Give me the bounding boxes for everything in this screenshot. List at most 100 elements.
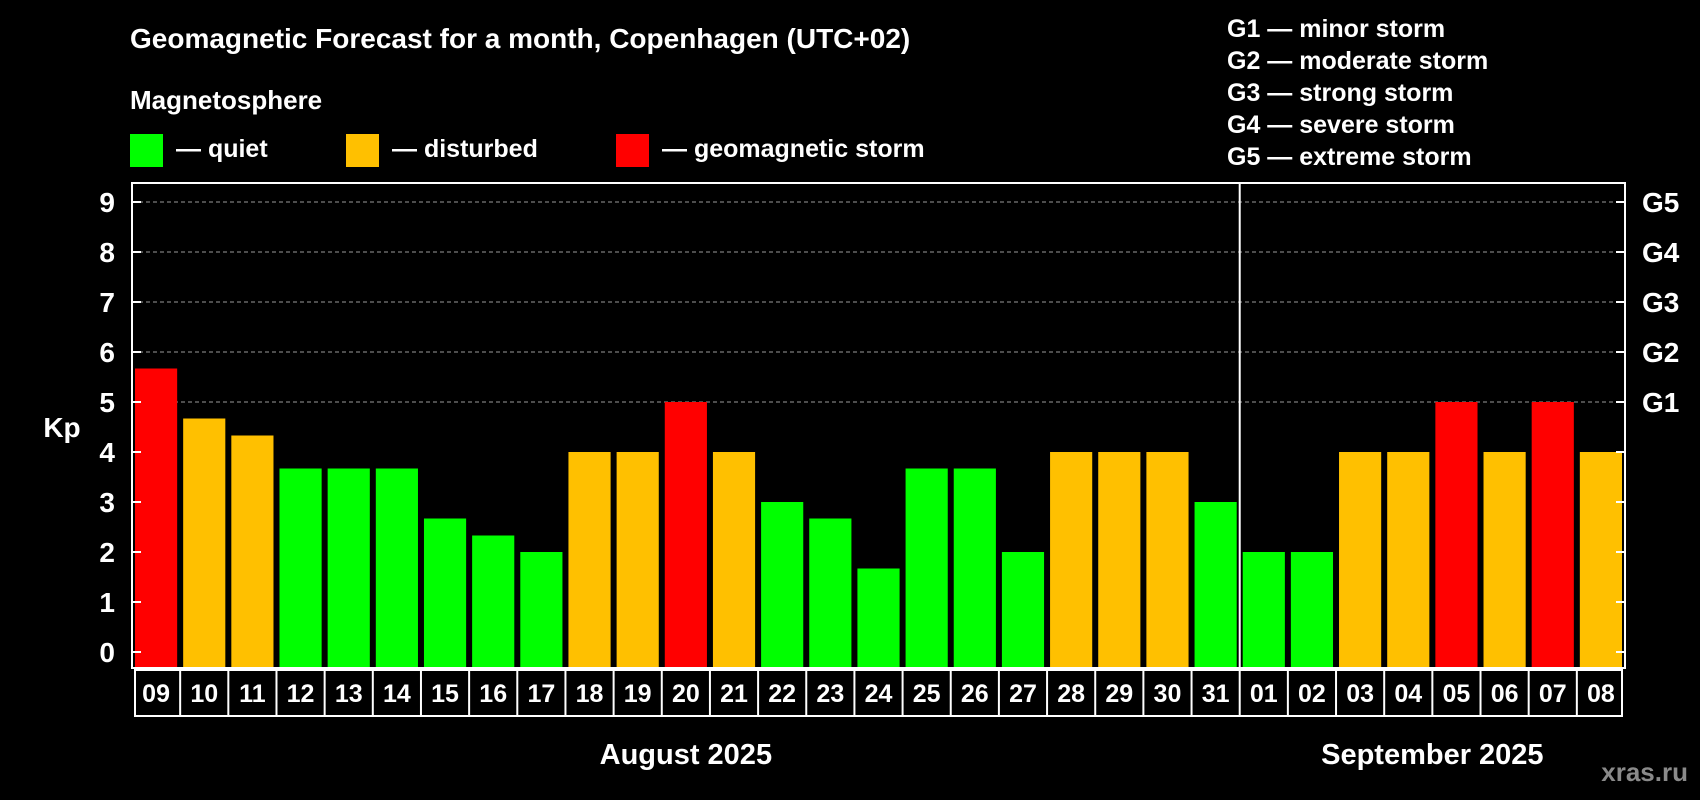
storm-level-label: G3 — [1642, 287, 1679, 318]
day-label-row — [134, 669, 1623, 717]
month-labels: August 2025 September 2025 — [600, 739, 1544, 771]
day-label: 26 — [961, 680, 989, 708]
y-tick-label: 5 — [99, 387, 115, 418]
y-tick-label: 4 — [99, 437, 115, 468]
bar-11 — [231, 435, 274, 667]
day-label: 28 — [1057, 680, 1085, 708]
chart-subtitle: Magnetosphere — [130, 85, 322, 115]
y-tick-label: 7 — [99, 287, 115, 318]
legend-label-quiet: — quiet — [176, 135, 268, 163]
day-label: 02 — [1298, 680, 1326, 708]
legend-swatch-disturbed — [346, 134, 379, 167]
day-label: 11 — [239, 680, 266, 708]
plot-frame — [131, 182, 1626, 669]
day-label: 14 — [383, 680, 411, 708]
day-label: 01 — [1250, 680, 1278, 708]
bar-07 — [1531, 402, 1574, 667]
bar-03 — [1339, 452, 1382, 667]
storm-level-label: G5 — [1642, 187, 1679, 218]
bar-31 — [1194, 502, 1237, 667]
storm-level-label: G1 — [1642, 387, 1679, 418]
bar-16 — [472, 535, 515, 667]
day-label: 03 — [1346, 680, 1374, 708]
day-label: 09 — [142, 680, 170, 708]
watermark: xras.ru — [1601, 757, 1688, 787]
bar-08 — [1579, 452, 1622, 667]
legend-swatch-storm — [616, 134, 649, 167]
bar-30 — [1146, 452, 1189, 667]
day-label: 27 — [1009, 680, 1037, 708]
day-label: 19 — [624, 680, 652, 708]
day-label: 06 — [1491, 680, 1519, 708]
bar-24 — [857, 568, 900, 667]
month-label: September 2025 — [1321, 739, 1543, 771]
day-label: 12 — [287, 680, 315, 708]
bar-29 — [1098, 452, 1141, 667]
bar-21 — [712, 452, 756, 667]
plot-border — [131, 182, 1626, 669]
month-label: August 2025 — [600, 739, 772, 771]
day-label: 05 — [1443, 680, 1471, 708]
bar-26 — [953, 468, 996, 667]
y-tick-label: 2 — [99, 537, 115, 568]
y-tick-label: 8 — [99, 237, 115, 268]
bar-01 — [1242, 552, 1285, 667]
day-label: 04 — [1394, 680, 1422, 708]
bar-02 — [1290, 552, 1334, 667]
y-tick-label: 3 — [99, 487, 115, 518]
day-label: 16 — [479, 680, 507, 708]
bar-13 — [327, 468, 370, 667]
storm-scale-item: G4 — severe storm — [1227, 111, 1455, 139]
bar-18 — [568, 452, 611, 667]
day-label: 23 — [816, 680, 844, 708]
bar-04 — [1387, 452, 1430, 667]
y-tick-label: 9 — [99, 187, 115, 218]
bar-20 — [664, 402, 707, 667]
storm-scale-item: G2 — moderate storm — [1227, 47, 1488, 75]
legend-label-storm: — geomagnetic storm — [662, 135, 925, 163]
bar-19 — [616, 452, 659, 667]
bar-10 — [183, 418, 226, 667]
storm-level-label: G4 — [1642, 237, 1680, 268]
bar-14 — [375, 468, 418, 667]
bar-25 — [905, 468, 948, 667]
y-tick-label: 0 — [99, 637, 115, 668]
y-axis-label: Kp — [43, 412, 80, 443]
bar-27 — [1001, 552, 1045, 667]
bar-09 — [135, 368, 178, 667]
storm-level-label: G2 — [1642, 337, 1679, 368]
y-axis-ticks: 0 1 2 3 4 5 6 7 8 9 — [99, 187, 141, 668]
day-label: 22 — [768, 680, 796, 708]
bar-28 — [1050, 452, 1093, 667]
bar-15 — [423, 518, 467, 667]
y-tick-label: 6 — [99, 337, 115, 368]
storm-scale-item: G3 — strong storm — [1227, 79, 1453, 107]
day-label: 20 — [672, 680, 700, 708]
bars — [135, 368, 1622, 667]
bar-05 — [1435, 402, 1478, 667]
day-label: 21 — [720, 680, 748, 708]
legend-label-disturbed: — disturbed — [392, 135, 538, 163]
day-label: 29 — [1105, 680, 1133, 708]
day-label: 08 — [1587, 680, 1615, 708]
legend-swatch-quiet — [130, 134, 163, 167]
grid-lines — [132, 201, 1625, 403]
day-label: 13 — [335, 680, 363, 708]
day-label: 30 — [1154, 680, 1182, 708]
bar-22 — [761, 502, 804, 667]
day-label: 07 — [1539, 680, 1567, 708]
bar-17 — [520, 552, 563, 667]
bar-12 — [279, 468, 322, 667]
storm-scale-item: G1 — minor storm — [1227, 15, 1445, 43]
day-labels: 09 10 11 12 13 14 15 16 17 18 19 20 21 22 23 24 25 26 27 28… — [134, 669, 1623, 717]
storm-scale-item: G5 — extreme storm — [1227, 143, 1472, 171]
status-legend: — quiet — disturbed — geomagnetic storm — [130, 134, 925, 167]
day-label: 10 — [190, 680, 218, 708]
bar-23 — [809, 518, 852, 667]
day-label: 17 — [527, 680, 555, 708]
day-label: 15 — [431, 680, 459, 708]
storm-level-ticks: G1 G2 G3 G4 G5 — [1616, 187, 1680, 653]
bar-06 — [1483, 452, 1526, 667]
day-label: 25 — [913, 680, 941, 708]
